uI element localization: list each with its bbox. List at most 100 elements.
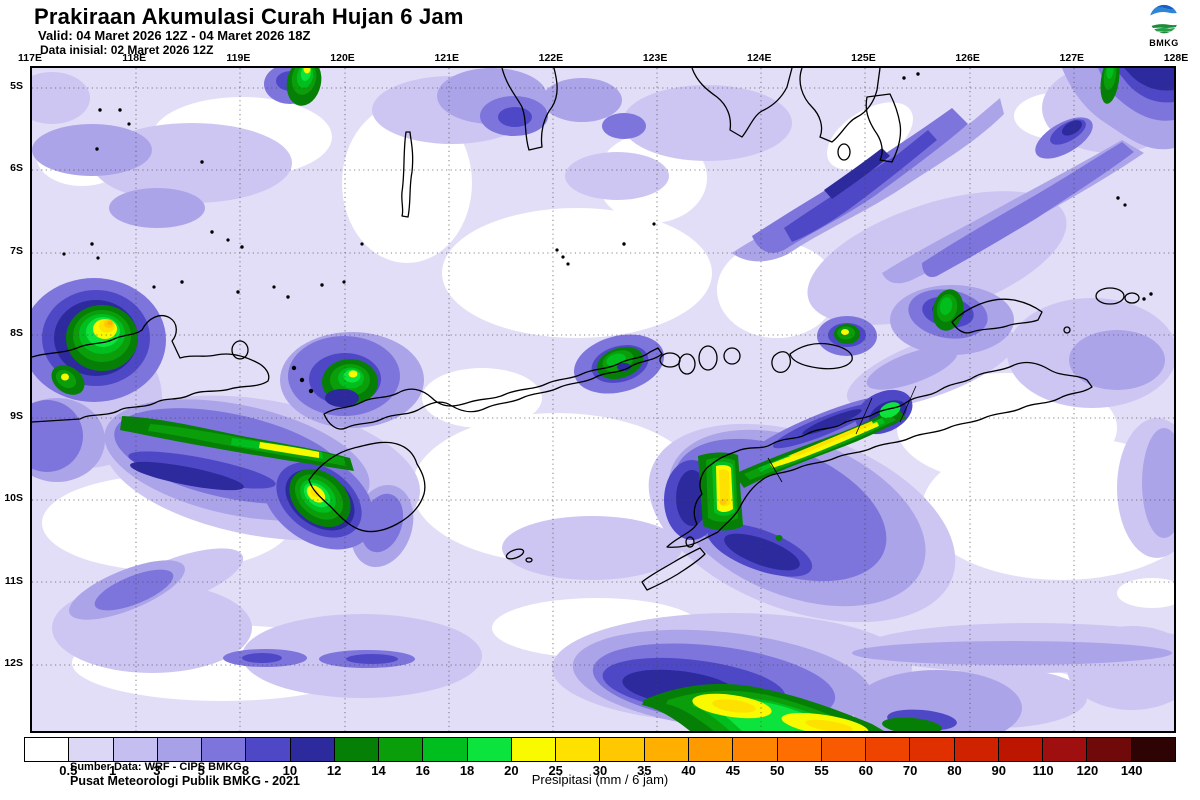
hotspot-sw-sulawesi [286,68,322,106]
lat-tick-label: 12S [4,657,23,669]
legend-value-label: 55 [814,763,829,778]
lon-tick-label: 118E [122,52,147,64]
legend-value-label: 30 [592,763,608,778]
hotspot-ne-corner [1100,68,1120,104]
legend-value-label: 70 [902,763,918,778]
islet-dots [62,72,1153,394]
legend-color-cell [954,738,999,761]
color-scale-bar [24,737,1176,762]
valid-time-label: Valid: 04 Maret 2026 12Z - 04 Maret 2026… [38,28,311,43]
legend-color-cell [423,738,468,761]
legend-value-label: 16 [415,763,430,778]
legend-color-cell [113,738,158,761]
precip-field [32,68,1174,731]
legend-color-cell [334,738,380,761]
hotspot-south-band [642,684,942,731]
lon-tick-label: 125E [851,52,876,64]
color-scale-legend: 0.5 1 3 5 8 10 12 14 16 18 20 25 30 35 40 45 50 55 60 70 80 9… [24,737,1176,779]
legend-value-label: 45 [725,763,741,778]
legend-color-cell [1131,738,1175,761]
legend-color-cell [821,738,867,761]
legend-value-label: 60 [858,763,874,778]
legend-title: Presipitasi (mm / 6 jam) [531,772,669,787]
longitude-axis: 117E 118E 119E 120E 121E 122E 123E 124E 125E 126E… [18,52,1188,65]
color-scale-values: 0.5 1 3 5 8 10 12 14 16 18 20 25 30 35 40 45 50 55 60 70 80 9… [24,763,1176,779]
legend-value-label: 14 [371,763,386,778]
lat-tick-label: 8S [10,327,23,340]
publisher-label: Pusat Meteorologi Publik BMKG - 2021 [70,774,300,788]
legend-value-label: 140 [1120,763,1143,778]
legend-color-cell [379,738,424,761]
legend-color-cell [290,738,335,761]
credits: Sumber Data: WRF - CIPS BMKG Pusat Meteo… [70,760,300,788]
lat-tick-label: 6S [10,162,23,175]
lon-tick-label: 128E [1163,52,1189,64]
lon-tick-label: 126E [955,52,980,64]
initial-time-label: Data inisial: 02 Maret 2026 12Z [40,43,214,57]
legend-value-label: 40 [681,763,696,778]
lat-tick-label: 7S [10,244,23,257]
legend-value-label: 120 [1076,763,1099,778]
legend-value-label: 110 [1032,763,1054,778]
legend-color-cell [910,738,955,761]
lon-tick-label: 122E [538,52,564,64]
lon-tick-label: 121E [434,52,459,64]
lat-tick-label: 10S [4,492,23,505]
bmkg-logo-icon [1149,4,1179,34]
legend-color-cell [1087,738,1132,761]
bmkg-logo: BMKG [1140,3,1188,48]
legend-value-label: 10 [282,763,298,778]
legend-color-cell [866,738,911,761]
lon-tick-label: 124E [746,52,772,64]
coastlines [32,68,1153,591]
lon-tick-label: 123E [642,52,668,64]
legend-color-cell [25,738,70,761]
legend-color-cell [157,738,203,761]
lon-tick-label: 127E [1059,52,1085,64]
legend-color-cell [777,738,822,761]
legend-value-label: 18 [459,763,475,778]
lat-tick-label: 11S [4,574,23,587]
legend-color-cell [644,738,689,761]
grid-lines [32,68,1174,731]
legend-color-cell [69,738,114,761]
lat-tick-label: 9S [10,409,23,422]
lon-tick-label: 120E [330,52,355,64]
legend-color-cell [467,738,512,761]
lat-tick-label: 5S [10,80,23,92]
precipitation-map-svg [32,68,1174,731]
legend-value-label: 80 [947,763,962,778]
hotspot-alor [834,324,860,344]
legend-value-label: 8 [241,763,250,778]
legend-value-label: 35 [637,763,652,778]
legend-color-cell [998,738,1044,761]
lon-tick-label: 119E [226,52,251,64]
legend-value-label: 50 [769,763,785,778]
map-frame: Sumber Data: WRF - CIPS BMKG Pusat Meteo… [30,66,1176,788]
legend-color-cell [1043,738,1088,761]
legend-value-label: 20 [504,763,519,778]
legend-color-cell [556,738,601,761]
lon-tick-label: 117E [18,52,42,64]
legend-color-cell [600,738,645,761]
bmkg-logo-text: BMKG [1149,38,1179,48]
legend-value-label: 0.5 [59,763,78,778]
legend-value-label: 25 [548,763,563,778]
data-source-label: Sumber Data: WRF - CIPS BMKG [70,761,242,773]
hotspot-timor [698,402,906,541]
legend-value-label: 5 [197,763,205,778]
hotspot-wetar [932,289,964,331]
legend-color-cell [511,738,557,761]
hotspot-sumba-band [120,416,354,528]
legend-color-cell [246,738,291,761]
hotspot-west-flores [322,359,378,407]
legend-value-label: 3 [153,763,161,778]
legend-color-cell [733,738,778,761]
page-title: Prakiraan Akumulasi Curah Hujan 6 Jam [34,4,464,29]
legend-color-cell [688,738,734,761]
legend-color-cell [202,738,247,761]
latitude-axis: 5S 6S 7S 8S 9S 10S 11S 12S [0,80,26,686]
legend-value-label: 1 [108,763,117,778]
legend-value-label: 12 [326,763,342,778]
